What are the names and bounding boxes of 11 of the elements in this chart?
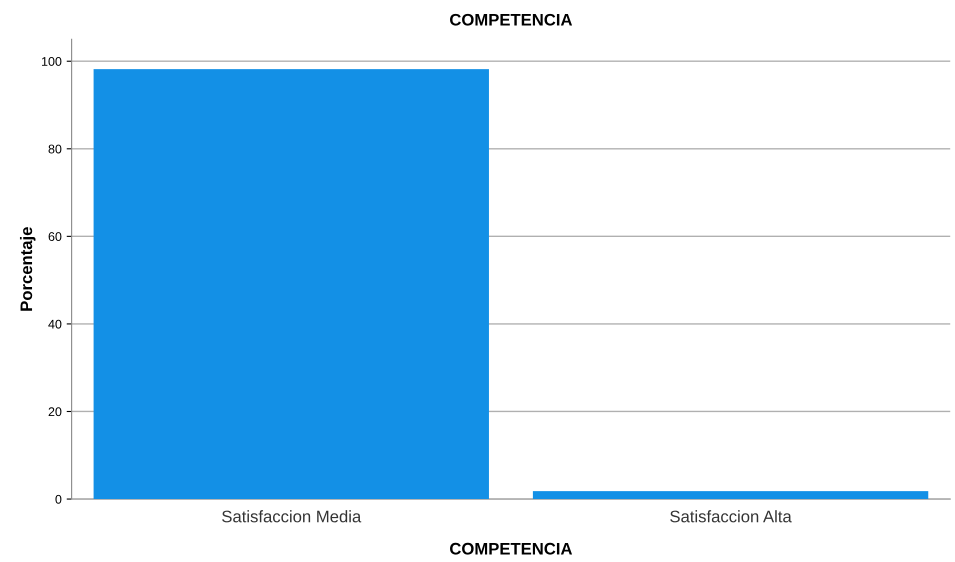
y-tick-label: 60 bbox=[48, 232, 62, 242]
y-tick-label: 80 bbox=[48, 144, 62, 154]
chart-title: COMPETENCIA bbox=[450, 14, 572, 26]
x-axis-title: COMPETENCIA bbox=[450, 542, 572, 555]
x-tick-label: Satisfaccion Alta bbox=[670, 510, 792, 522]
y-tick-label: 20 bbox=[48, 407, 62, 416]
x-tick-label: Satisfaccion Media bbox=[222, 510, 362, 522]
y-tick-label: 0 bbox=[55, 494, 62, 504]
y-tick-label: 40 bbox=[48, 320, 62, 329]
y-axis-title: Porcentaje bbox=[20, 227, 36, 311]
y-tick-label: 100 bbox=[42, 57, 62, 66]
